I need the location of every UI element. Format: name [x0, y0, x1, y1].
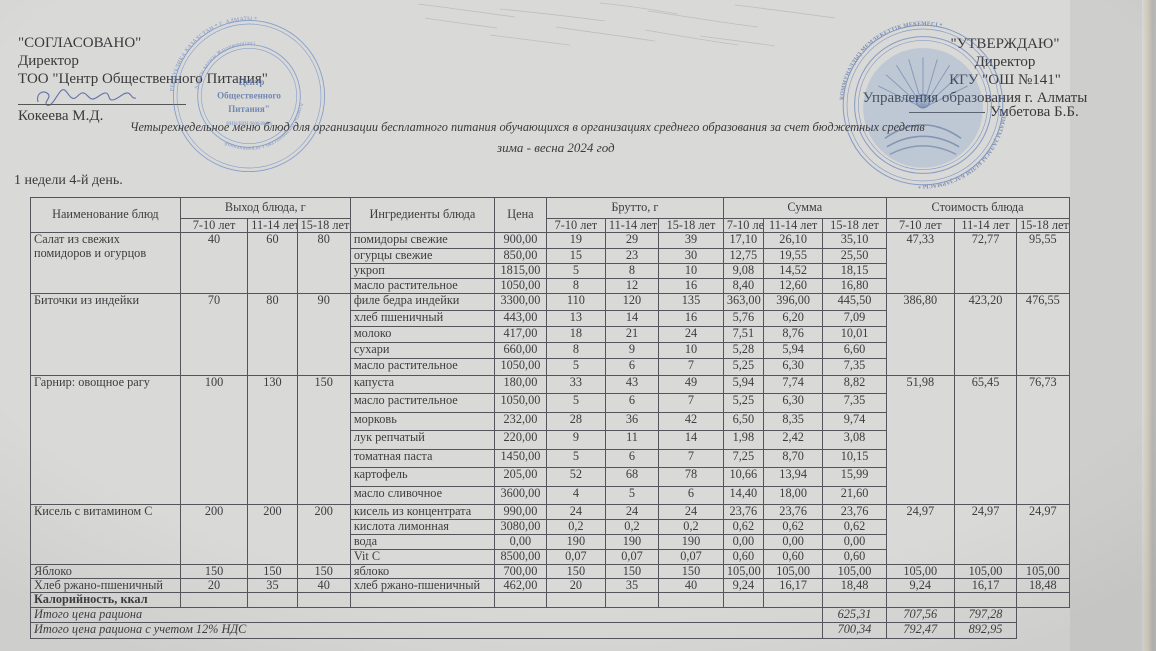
- svg-text:Питания": Питания": [228, 104, 269, 114]
- svg-text:"Центр: "Центр: [234, 77, 265, 87]
- svg-text:Общественного: Общественного: [217, 91, 281, 101]
